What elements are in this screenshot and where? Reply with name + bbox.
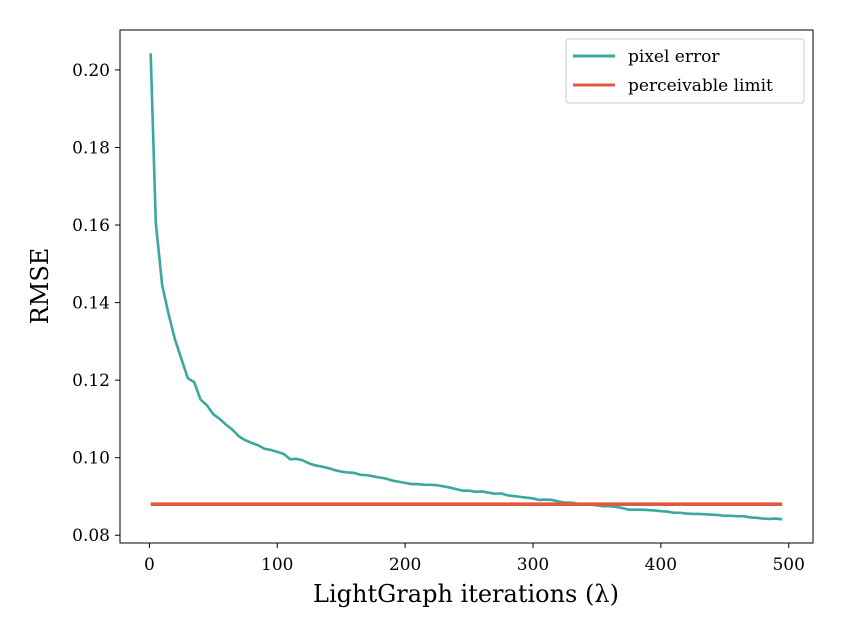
y-tick-label: 0.08: [72, 526, 110, 546]
x-tick-label: 0: [144, 555, 155, 575]
x-axis-ticks: 0 100 200 300 400 500: [144, 543, 805, 575]
x-tick-label: 100: [261, 555, 293, 575]
plot-frame: [119, 29, 814, 544]
y-tick-label: 0.20: [72, 61, 110, 81]
y-tick-label: 0.16: [72, 216, 110, 236]
x-tick-label: 200: [389, 555, 421, 575]
x-tick-label: 400: [645, 555, 677, 575]
series-line-pixel-error: [149, 53, 783, 521]
x-tick-label: 500: [772, 555, 804, 575]
y-tick-label: 0.18: [72, 138, 110, 158]
x-tick-label: 300: [517, 555, 549, 575]
legend-label-pixel-error: pixel error: [628, 47, 720, 67]
x-axis-label: LightGraph iterations (λ): [313, 580, 619, 608]
plot-area: [120, 30, 813, 543]
legend-box: [565, 38, 805, 104]
y-tick-label: 0.14: [72, 294, 110, 314]
legend-label-perceivable-limit: perceivable limit: [628, 76, 773, 96]
y-tick-label: 0.12: [72, 371, 110, 391]
y-axis-ticks: 0.08 0.10 0.12 0.14 0.16 0.18 0.20: [72, 61, 120, 546]
series-layer: [149, 53, 783, 521]
y-axis-label: RMSE: [26, 248, 54, 325]
y-tick-label: 0.10: [72, 449, 110, 469]
legend: pixel error perceivable limit: [565, 38, 805, 104]
